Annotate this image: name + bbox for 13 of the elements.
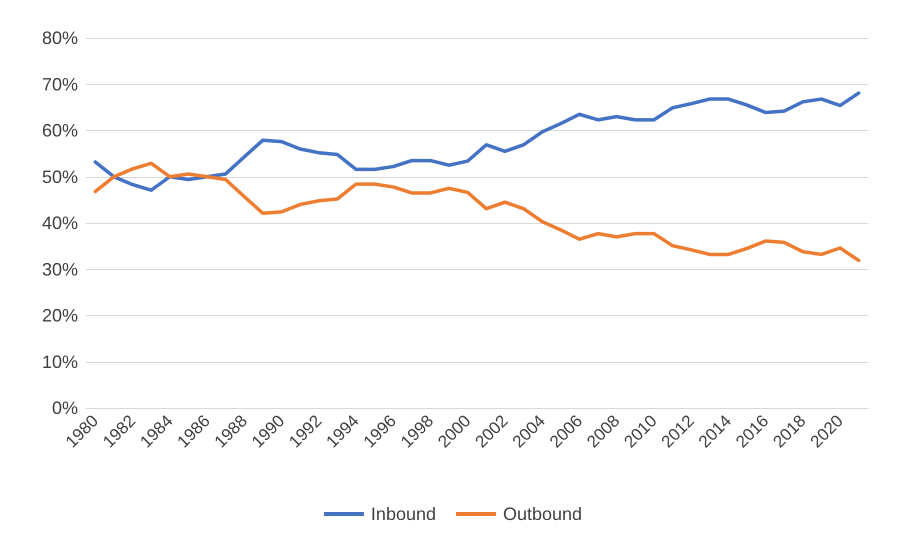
y-tick-label: 50% <box>42 166 78 187</box>
line-series <box>94 162 860 262</box>
y-tick-label: 40% <box>42 213 78 233</box>
legend-label: Inbound <box>370 504 436 524</box>
y-tick-label: 60% <box>42 120 78 140</box>
y-tick-label: 80% <box>42 28 78 48</box>
legend-label: Outbound <box>503 504 582 524</box>
y-tick-label: 70% <box>42 74 78 94</box>
y-tick-label: 30% <box>42 259 78 280</box>
line-series <box>94 91 860 192</box>
y-tick-label: 20% <box>42 306 78 326</box>
y-tick-label: 0% <box>52 398 78 418</box>
y-tick-label: 10% <box>42 352 78 372</box>
